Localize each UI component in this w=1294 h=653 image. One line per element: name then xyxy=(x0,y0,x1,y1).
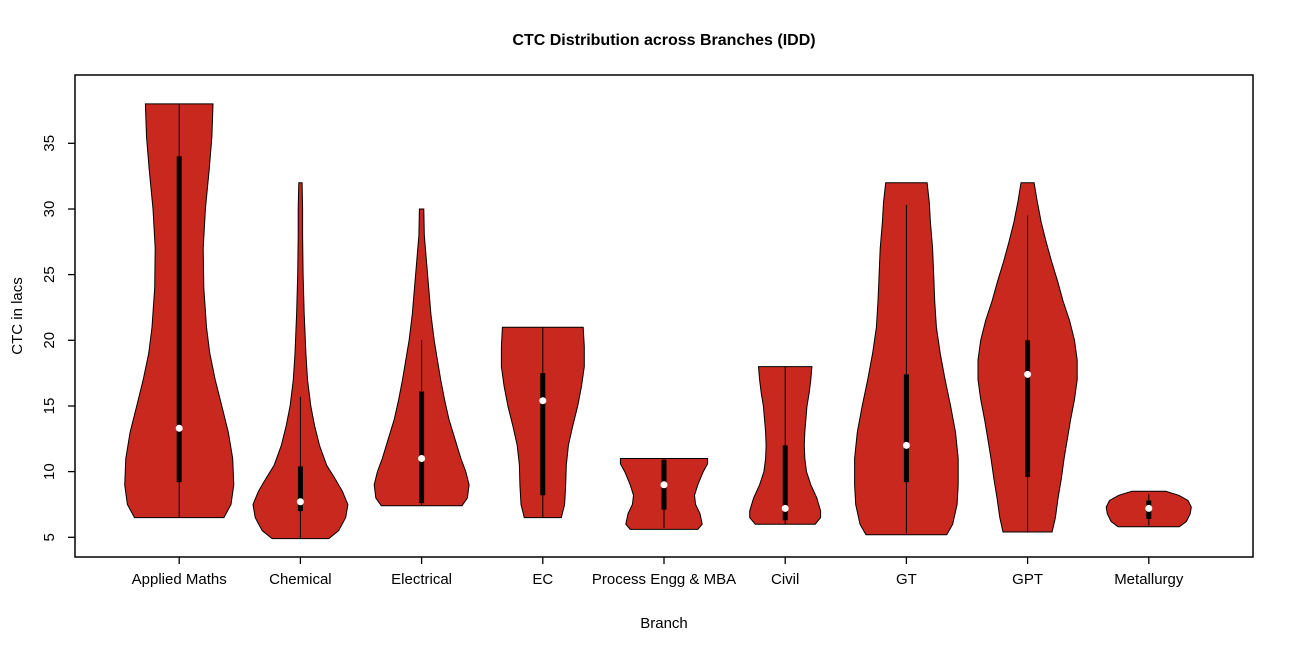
median-dot xyxy=(1145,504,1153,512)
median-dot xyxy=(175,424,183,432)
iqr-box xyxy=(540,373,546,496)
plot-border xyxy=(74,74,1254,558)
y-tick-label: 5 xyxy=(41,533,58,541)
x-tick-label: GT xyxy=(896,571,917,588)
iqr-box xyxy=(297,466,303,512)
violin-chemical xyxy=(252,182,349,540)
x-tick-label: GPT xyxy=(1012,571,1043,588)
x-tick-label: Metallurgy xyxy=(1114,571,1184,588)
median-dot xyxy=(539,397,547,405)
median-dot xyxy=(660,481,668,489)
x-tick-label: Civil xyxy=(771,571,799,588)
iqr-box xyxy=(903,374,909,483)
x-tick-label: Electrical xyxy=(391,571,452,588)
y-tick-label: 10 xyxy=(41,463,58,480)
y-axis-label: CTC in lacs xyxy=(9,277,26,355)
y-tick-label: 35 xyxy=(41,135,58,152)
iqr-box xyxy=(1025,340,1031,477)
median-dot xyxy=(418,455,426,462)
x-axis-label: Branch xyxy=(640,615,688,632)
y-tick-label: 20 xyxy=(41,332,58,349)
x-tick-label: EC xyxy=(532,571,553,588)
median-dot xyxy=(902,441,910,449)
chart-title: CTC Distribution across Branches (IDD) xyxy=(512,32,815,49)
x-tick-label: Process Engg & MBA xyxy=(592,571,736,588)
iqr-box xyxy=(176,156,182,483)
median-dot xyxy=(781,504,789,512)
y-tick-label: 25 xyxy=(41,266,58,283)
x-tick-label: Chemical xyxy=(269,571,332,588)
x-tick-label: Applied Maths xyxy=(132,571,227,588)
iqr-box xyxy=(419,391,425,504)
median-dot xyxy=(296,498,304,506)
y-tick-label: 30 xyxy=(41,201,58,218)
y-tick-label: 15 xyxy=(41,398,58,415)
plot-area: 5 10 15 20 25 30 35 Applied Maths Chemical Electr… xyxy=(41,103,1192,588)
median-dot xyxy=(1024,370,1032,378)
iqr-box xyxy=(782,445,788,521)
